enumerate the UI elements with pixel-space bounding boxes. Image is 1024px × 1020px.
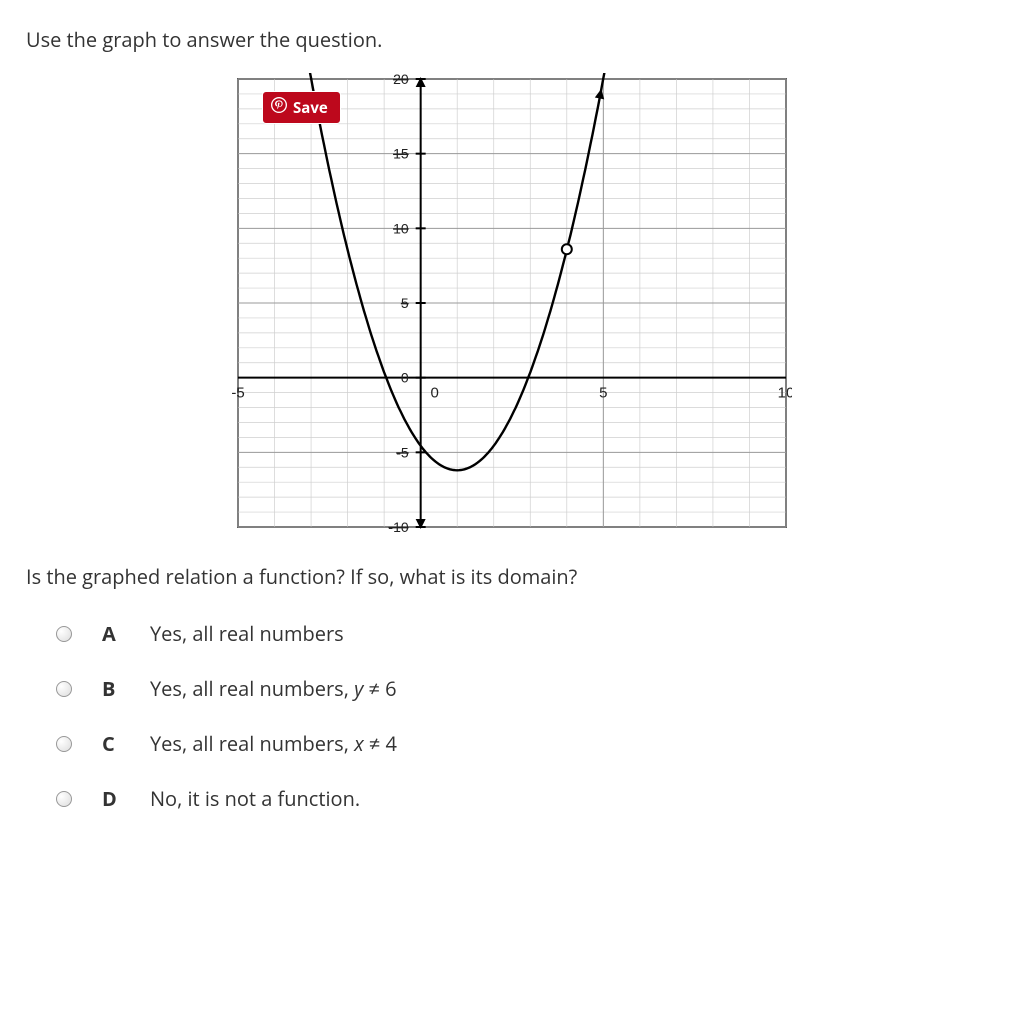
svg-text:20: 20 [393,73,409,87]
svg-text:-5: -5 [232,385,245,402]
question-intro: Use the graph to answer the question. [26,26,998,53]
option-letter: C [102,730,120,757]
option-text: No, it is not a function. [150,785,360,812]
pinterest-icon [271,97,287,118]
option-d[interactable]: D No, it is not a function. [56,785,998,812]
svg-text:5: 5 [401,295,409,311]
svg-text:10: 10 [393,220,409,236]
option-c[interactable]: C Yes, all real numbers, x ≠ 4 [56,730,998,757]
save-button-label: Save [293,98,328,118]
option-letter: A [102,620,120,647]
option-text: Yes, all real numbers [150,620,344,647]
svg-text:-10: -10 [388,519,408,533]
option-letter: B [102,675,120,702]
graph-container: Save -10 -5 0 5 10 15 20 -5 5 10 0 [232,73,792,533]
option-text: Yes, all real numbers, y ≠ 6 [150,675,397,702]
option-letter: D [102,785,120,812]
svg-text:0: 0 [401,370,409,386]
save-button[interactable]: Save [262,91,341,124]
svg-text:-5: -5 [396,444,409,460]
answer-options: A Yes, all real numbers B Yes, all real num… [26,620,998,812]
option-text: Yes, all real numbers, x ≠ 4 [150,730,397,757]
option-a[interactable]: A Yes, all real numbers [56,620,998,647]
radio-button[interactable] [56,736,72,752]
radio-button[interactable] [56,681,72,697]
question-prompt: Is the graphed relation a function? If s… [26,563,998,590]
svg-text:5: 5 [599,385,607,402]
svg-text:0: 0 [430,385,438,402]
radio-button[interactable] [56,791,72,807]
svg-text:10: 10 [778,385,792,402]
svg-text:15: 15 [393,146,409,162]
radio-button[interactable] [56,626,72,642]
option-b[interactable]: B Yes, all real numbers, y ≠ 6 [56,675,998,702]
graph-svg: -10 -5 0 5 10 15 20 -5 5 10 0 [232,73,792,533]
